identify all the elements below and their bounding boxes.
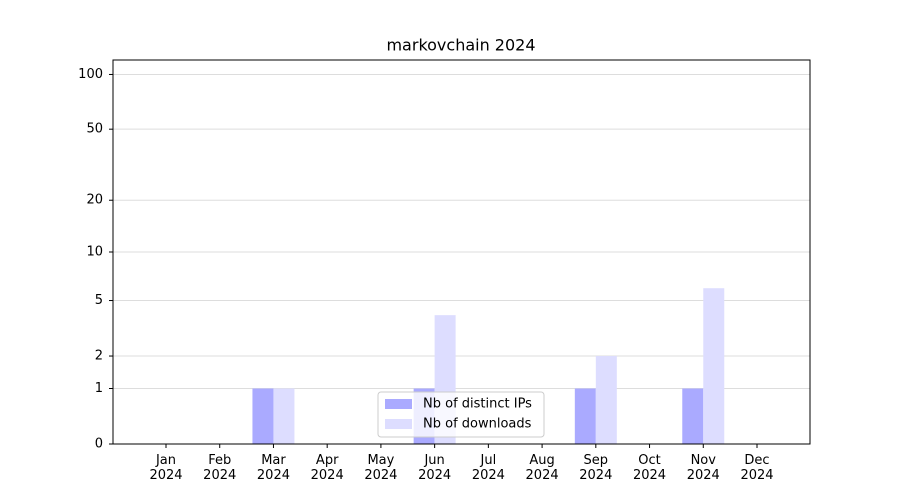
- bar: [252, 388, 274, 444]
- y-tick-label: 10: [86, 245, 103, 260]
- legend-box: [377, 391, 545, 438]
- x-tick-label: Nov 2024: [686, 453, 720, 483]
- x-tick-label: Jun 2024: [418, 453, 452, 483]
- legend-swatch: [385, 419, 412, 429]
- bar: [273, 388, 295, 444]
- y-tick-label: 2: [95, 349, 103, 364]
- y-tick-label: 0: [95, 437, 103, 452]
- x-tick-label: Mar 2024: [256, 453, 290, 483]
- chart-title: markovchain 2024: [386, 36, 535, 55]
- bar: [682, 388, 704, 444]
- x-tick-label: Sep 2024: [579, 453, 613, 483]
- y-tick-label: 1: [95, 381, 103, 396]
- y-tick-label: 5: [95, 293, 103, 308]
- legend-label: Nb of distinct IPs: [423, 397, 532, 412]
- x-tick-label: Apr 2024: [310, 453, 344, 483]
- bar: [703, 288, 725, 444]
- legend-swatch: [385, 399, 412, 409]
- bar: [574, 388, 596, 444]
- x-tick-label: Oct 2024: [632, 453, 667, 483]
- x-tick-label: Aug 2024: [525, 453, 559, 483]
- x-tick-label: Feb 2024: [203, 453, 237, 483]
- y-tick-label: 100: [78, 67, 103, 82]
- x-tick-label: Jan 2024: [149, 453, 183, 483]
- y-tick-label: 50: [86, 122, 103, 137]
- legend-label: Nb of downloads: [423, 417, 532, 432]
- x-tick-label: Jul 2024: [471, 453, 505, 483]
- bar: [595, 356, 617, 444]
- y-tick-label: 20: [86, 193, 103, 208]
- x-tick-label: May 2024: [364, 453, 398, 483]
- x-tick-label: Dec 2024: [740, 453, 774, 483]
- plot-frame: [112, 59, 811, 445]
